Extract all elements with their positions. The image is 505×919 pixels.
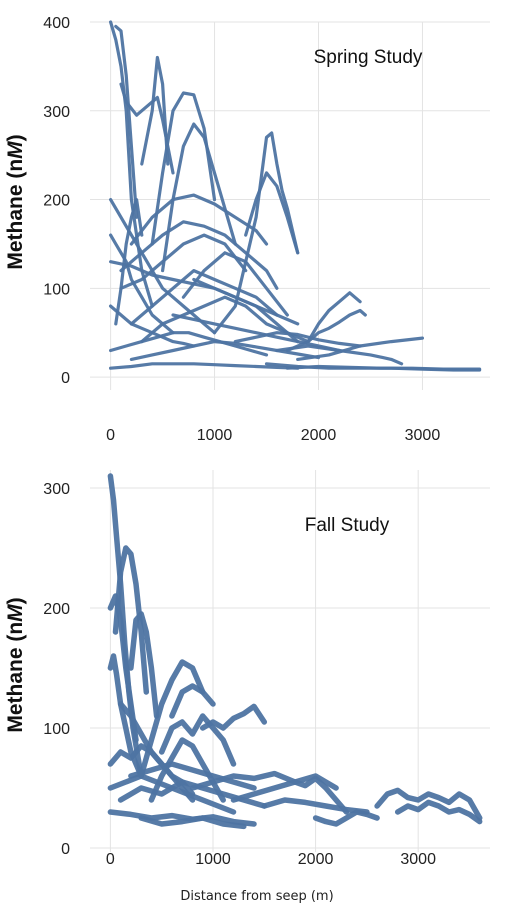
spring-y-tick-label: 0 bbox=[61, 370, 70, 387]
fall-y-axis-label: Methane (nM) bbox=[4, 597, 27, 732]
fall-trajectory-line bbox=[138, 815, 247, 830]
spring-y-tick-label: 300 bbox=[43, 104, 70, 121]
spring-trajectory-line bbox=[129, 340, 321, 361]
spring-x-tick-label: 2000 bbox=[301, 427, 337, 444]
spring-trajectory-line bbox=[119, 233, 248, 290]
spring-panel: 0 100 200 300 400 0 1000 2000 3000 Spring Study… bbox=[4, 15, 490, 444]
spring-data bbox=[108, 20, 482, 372]
spring-trajectory-line bbox=[306, 308, 367, 344]
spring-trajectory-line bbox=[161, 122, 237, 273]
spring-x-tick-label: 1000 bbox=[197, 427, 233, 444]
fall-title: Fall Study bbox=[305, 515, 390, 536]
spring-x-tick-label: 3000 bbox=[405, 427, 441, 444]
fall-data bbox=[107, 473, 483, 830]
spring-trajectory-line bbox=[129, 269, 279, 326]
fall-x-tick-label: 3000 bbox=[400, 851, 436, 868]
spring-trajectory-line bbox=[244, 171, 300, 255]
spring-trajectory-line bbox=[114, 24, 139, 219]
fall-x-ticks: 0 1000 2000 3000 bbox=[106, 851, 436, 868]
spring-trajectory-line bbox=[233, 331, 362, 348]
spring-trajectory-line bbox=[119, 82, 175, 175]
spring-trajectory-line bbox=[150, 91, 217, 246]
spring-trajectory-line bbox=[114, 198, 144, 326]
fall-trajectory-line bbox=[374, 787, 483, 821]
fall-y-ticks: 0 100 200 300 bbox=[43, 481, 70, 858]
fall-trajectory-line bbox=[107, 593, 139, 743]
spring-trajectory-line bbox=[181, 251, 289, 317]
spring-trajectory-line bbox=[108, 304, 196, 348]
spring-y-ticks: 0 100 200 300 400 bbox=[43, 15, 70, 387]
spring-trajectory-line bbox=[212, 131, 300, 335]
spring-trajectory-line bbox=[285, 364, 482, 371]
fall-trajectory-line bbox=[107, 809, 257, 827]
fall-y-tick-label: 0 bbox=[61, 841, 70, 858]
fall-trajectory-line bbox=[138, 659, 206, 779]
fall-trajectory-line bbox=[128, 761, 257, 791]
spring-title: Spring Study bbox=[314, 47, 423, 68]
spring-trajectory-line bbox=[108, 260, 300, 326]
spring-trajectory-line bbox=[119, 220, 279, 290]
spring-trajectory-line bbox=[140, 295, 310, 344]
fall-trajectory-line bbox=[158, 713, 237, 767]
fall-x-tick-label: 2000 bbox=[298, 851, 334, 868]
spring-trajectory-line bbox=[192, 277, 300, 344]
spring-trajectory-line bbox=[108, 331, 269, 357]
fall-panel: 0 100 200 300 0 1000 2000 3000 Fall Study Meth… bbox=[4, 470, 490, 868]
fall-trajectory-line bbox=[261, 797, 370, 815]
fall-y-tick-label: 200 bbox=[43, 601, 70, 618]
spring-trajectory-line bbox=[140, 55, 170, 166]
fall-trajectory-line bbox=[230, 775, 350, 815]
fall-trajectory-line bbox=[394, 799, 483, 825]
fall-trajectory-line bbox=[112, 545, 150, 695]
fall-x-tick-label: 1000 bbox=[195, 851, 231, 868]
spring-trajectory-line bbox=[108, 233, 175, 335]
spring-y-tick-label: 200 bbox=[43, 193, 70, 210]
spring-x-ticks: 0 1000 2000 3000 bbox=[106, 427, 440, 444]
x-axis-label: Distance from seep (m) bbox=[180, 889, 333, 904]
fall-y-tick-label: 300 bbox=[43, 481, 70, 498]
spring-trajectory-line bbox=[108, 362, 300, 370]
fall-y-tick-label: 100 bbox=[43, 721, 70, 738]
spring-y-tick-label: 100 bbox=[43, 281, 70, 298]
fall-trajectory-line bbox=[128, 611, 160, 719]
spring-y-axis-label: Methane (nM) bbox=[4, 134, 27, 269]
fall-trajectory-line bbox=[169, 683, 216, 719]
spring-trajectory-line bbox=[171, 313, 341, 353]
spring-x-tick-label: 0 bbox=[106, 427, 115, 444]
spring-grid bbox=[90, 21, 490, 390]
spring-y-tick-label: 400 bbox=[43, 15, 70, 32]
fall-trajectory-line bbox=[148, 737, 226, 803]
fall-x-tick-label: 0 bbox=[106, 851, 115, 868]
spring-trajectory-line bbox=[275, 344, 404, 366]
fall-trajectory-line bbox=[199, 703, 268, 731]
